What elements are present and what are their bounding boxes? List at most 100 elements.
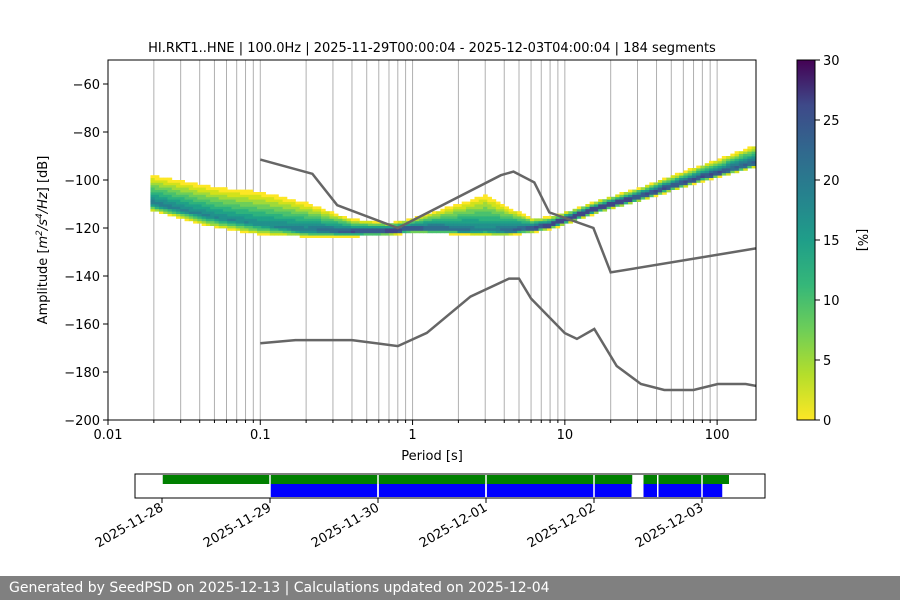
density-cell bbox=[295, 201, 301, 205]
density-cell bbox=[721, 160, 727, 164]
density-cell bbox=[342, 228, 347, 231]
density-cell bbox=[167, 213, 173, 217]
density-cell bbox=[504, 223, 510, 226]
density-cell bbox=[355, 220, 360, 224]
density-cell bbox=[278, 211, 284, 214]
density-cell bbox=[662, 180, 667, 183]
density-cell bbox=[248, 199, 254, 202]
density-cell bbox=[691, 177, 697, 181]
density-cell bbox=[568, 213, 573, 217]
density-cell bbox=[214, 213, 220, 217]
density-cell bbox=[576, 216, 582, 219]
density-cell bbox=[491, 223, 497, 226]
density-cell bbox=[457, 220, 463, 224]
density-cell bbox=[308, 235, 313, 238]
density-cell bbox=[278, 204, 284, 207]
density-cell bbox=[589, 204, 595, 207]
density-cell bbox=[325, 211, 330, 214]
density-cell bbox=[180, 201, 185, 205]
density-cell bbox=[278, 213, 284, 217]
density-cell bbox=[461, 230, 467, 234]
density-cell bbox=[623, 194, 629, 198]
density-cell bbox=[163, 206, 168, 210]
density-cell bbox=[696, 165, 701, 169]
density-cell bbox=[329, 223, 335, 226]
density-cell bbox=[261, 230, 266, 234]
density-cell bbox=[299, 211, 305, 214]
density-cell bbox=[201, 187, 207, 190]
density-cell bbox=[171, 182, 177, 186]
density-cell bbox=[700, 180, 706, 183]
x-tick-label: 0.01 bbox=[94, 428, 123, 443]
density-cell bbox=[342, 218, 347, 222]
density-cell bbox=[602, 206, 608, 210]
density-cell bbox=[291, 218, 296, 222]
density-cell bbox=[431, 218, 437, 222]
density-cell bbox=[291, 230, 296, 234]
density-cell bbox=[730, 165, 736, 169]
density-cell bbox=[278, 220, 284, 224]
density-cell bbox=[171, 206, 177, 210]
density-cell bbox=[687, 175, 693, 178]
density-cell bbox=[261, 194, 266, 198]
density-cell bbox=[713, 172, 718, 176]
density-cell bbox=[755, 160, 756, 164]
density-cell bbox=[508, 216, 514, 219]
density-cell bbox=[248, 230, 254, 234]
density-cell bbox=[265, 194, 271, 198]
density-cell bbox=[581, 206, 586, 210]
density-cell bbox=[325, 230, 330, 234]
density-cell bbox=[414, 225, 420, 229]
density-cell bbox=[239, 189, 245, 193]
timeline-tick-label: 2025-12-01 bbox=[417, 500, 490, 551]
density-cell bbox=[303, 230, 309, 234]
density-cell bbox=[696, 177, 701, 181]
density-cell bbox=[210, 206, 215, 210]
density-cell bbox=[649, 184, 654, 188]
density-cell bbox=[158, 211, 164, 214]
density-cell bbox=[525, 216, 531, 219]
density-cell bbox=[491, 201, 497, 205]
density-cell bbox=[470, 218, 475, 222]
density-cell bbox=[696, 172, 701, 176]
density-cell bbox=[461, 208, 467, 212]
density-cell bbox=[679, 184, 684, 188]
density-cell bbox=[184, 204, 190, 207]
density-cell bbox=[316, 232, 322, 236]
density-cell bbox=[227, 225, 232, 229]
density-cell bbox=[538, 225, 544, 229]
density-cell bbox=[704, 170, 710, 174]
density-cell bbox=[244, 206, 249, 210]
density-cell bbox=[167, 182, 173, 186]
density-cell bbox=[500, 230, 505, 234]
density-cell bbox=[303, 235, 309, 238]
density-cell bbox=[244, 192, 249, 195]
density-cell bbox=[150, 182, 156, 186]
density-cell bbox=[205, 187, 211, 190]
density-cell bbox=[436, 216, 441, 219]
density-cell bbox=[329, 228, 335, 231]
density-cell bbox=[312, 220, 318, 224]
density-cell bbox=[321, 225, 326, 229]
density-cell bbox=[176, 199, 181, 202]
density-cell bbox=[593, 211, 599, 214]
density-cell bbox=[512, 232, 518, 236]
density-cell bbox=[244, 211, 249, 214]
density-cell bbox=[402, 220, 407, 224]
density-cell bbox=[338, 235, 343, 238]
density-cell bbox=[188, 216, 194, 219]
density-cell bbox=[193, 182, 198, 186]
density-cell bbox=[235, 218, 241, 222]
density-cell bbox=[248, 220, 254, 224]
density-cell bbox=[414, 220, 420, 224]
density-cell bbox=[670, 184, 676, 188]
density-cell bbox=[393, 220, 399, 224]
density-cell bbox=[709, 170, 714, 174]
density-cell bbox=[184, 216, 190, 219]
high-noise-model-line bbox=[259, 158, 756, 274]
density-cell bbox=[461, 211, 467, 214]
density-cell bbox=[325, 235, 330, 238]
colorbar-tick-label: 25 bbox=[823, 114, 840, 129]
density-cell bbox=[755, 158, 756, 162]
density-cell bbox=[645, 189, 650, 193]
